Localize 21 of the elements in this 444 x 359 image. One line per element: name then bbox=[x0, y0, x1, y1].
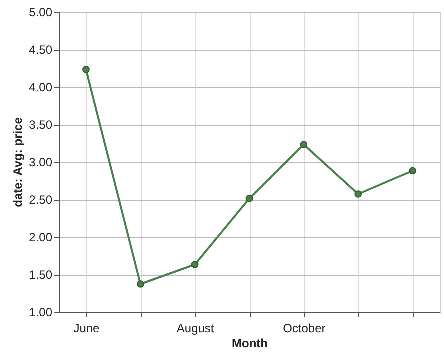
point bbox=[300, 141, 308, 148]
y-tick-label: 2.00 bbox=[29, 230, 53, 244]
y-tick-label: 4.50 bbox=[29, 43, 53, 57]
x-tick-label: October bbox=[283, 322, 326, 336]
point bbox=[136, 280, 144, 288]
point bbox=[82, 66, 90, 74]
x-tick-label: August bbox=[176, 322, 215, 336]
y-tick-label: 3.50 bbox=[29, 118, 53, 132]
y-tick-label: 4.00 bbox=[29, 80, 53, 94]
point bbox=[246, 195, 254, 202]
y-tick-label: 3.00 bbox=[29, 156, 53, 170]
y-tick-label: 1.00 bbox=[29, 306, 53, 320]
point bbox=[409, 167, 416, 175]
y-tick-label: 2.50 bbox=[29, 193, 53, 207]
point bbox=[354, 190, 362, 198]
y-axis-title: date: Avg: price bbox=[11, 117, 26, 208]
x-tick-label: June bbox=[74, 322, 100, 336]
point bbox=[191, 261, 199, 268]
x-axis-title: Month bbox=[232, 336, 268, 350]
y-tick-label: 5.00 bbox=[29, 6, 53, 20]
y-tick-label: 1.50 bbox=[29, 268, 53, 282]
